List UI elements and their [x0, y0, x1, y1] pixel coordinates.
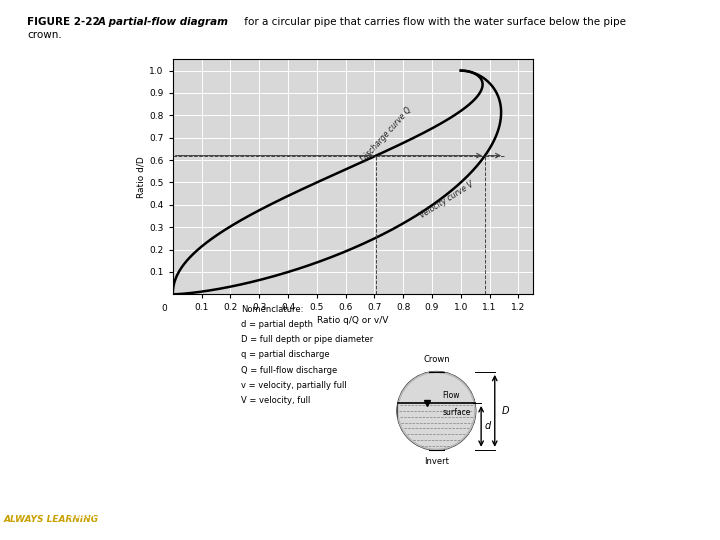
- Text: crown.: crown.: [27, 30, 62, 40]
- Text: Velocity curve V: Velocity curve V: [418, 180, 476, 220]
- Text: Discharge curve Q: Discharge curve Q: [359, 105, 413, 164]
- Text: Invert: Invert: [424, 457, 449, 466]
- Text: surface: surface: [442, 408, 471, 417]
- Text: D = full depth or pipe diameter: D = full depth or pipe diameter: [241, 335, 374, 345]
- Text: ALWAYS LEARNING: ALWAYS LEARNING: [4, 515, 99, 524]
- Y-axis label: Ratio d/D: Ratio d/D: [136, 156, 145, 198]
- Text: V = velocity, full: V = velocity, full: [241, 396, 310, 405]
- Polygon shape: [398, 372, 475, 450]
- Text: Crown: Crown: [423, 355, 450, 364]
- Text: Copyright © 2015 by Pearson Education, Inc.: Copyright © 2015 by Pearson Education, I…: [418, 511, 590, 520]
- Text: Flow: Flow: [442, 391, 459, 400]
- Text: for a circular pipe that carries flow with the water surface below the pipe: for a circular pipe that carries flow wi…: [241, 17, 626, 28]
- Text: PEARSON: PEARSON: [616, 512, 698, 527]
- Text: All Rights Reserved: All Rights Reserved: [467, 525, 541, 535]
- Text: Basic Environmental Technology, Sixth Edition: Basic Environmental Technology, Sixth Ed…: [71, 511, 246, 520]
- Text: 0: 0: [161, 305, 167, 313]
- Text: FIGURE 2-22: FIGURE 2-22: [27, 17, 107, 28]
- Text: v = velocity, partially full: v = velocity, partially full: [241, 381, 347, 390]
- Text: d: d: [485, 421, 491, 431]
- Text: Nomenclature:: Nomenclature:: [241, 305, 304, 314]
- Text: D: D: [502, 406, 509, 416]
- Text: q = partial discharge: q = partial discharge: [241, 350, 330, 360]
- Text: Jerry A. Nathanson | Richard A. Schneider: Jerry A. Nathanson | Richard A. Schneide…: [79, 525, 238, 535]
- Text: d = partial depth: d = partial depth: [241, 320, 313, 329]
- Text: A partial-flow diagram: A partial-flow diagram: [97, 17, 228, 28]
- Text: Q = full-flow discharge: Q = full-flow discharge: [241, 366, 338, 375]
- X-axis label: Ratio q/Q or v/V: Ratio q/Q or v/V: [317, 316, 389, 326]
